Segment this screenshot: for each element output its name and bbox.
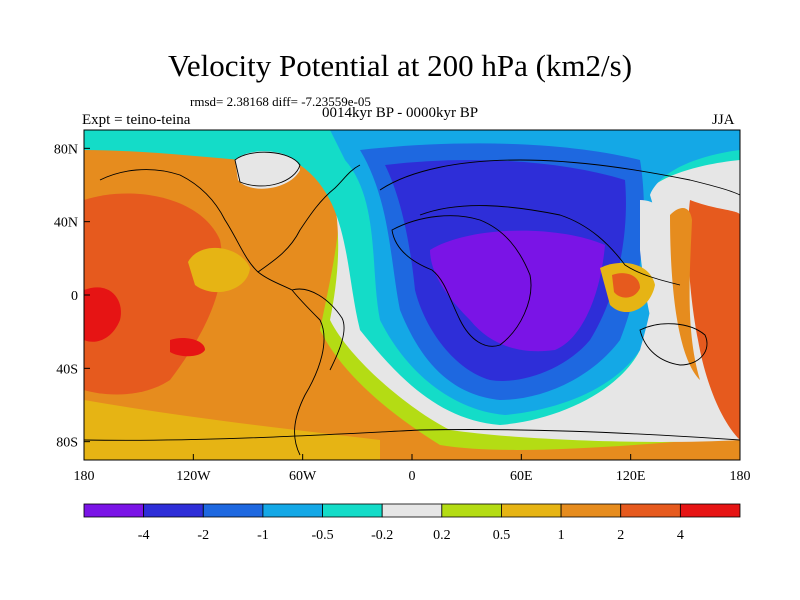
colorbar-label: -2 <box>197 528 209 543</box>
field-wpac-redorange <box>687 200 740 440</box>
colorbar-swatch <box>560 503 622 518</box>
coast-samerica-east <box>291 288 345 371</box>
colorbar-label: 2 <box>617 528 624 543</box>
field-greenland-white <box>235 151 300 189</box>
x-tick-label: 120E <box>616 469 646 484</box>
period-label: 0014kyr BP - 0000kyr BP <box>322 105 479 121</box>
coast-africa <box>391 215 532 347</box>
colorbar-swatch <box>679 503 741 518</box>
x-tick-label: 60E <box>510 469 533 484</box>
colorbar-swatch <box>83 503 145 518</box>
colorbar-label: -1 <box>257 528 269 543</box>
colorbar-label: 4 <box>677 528 684 543</box>
x-axis: 180 120W 60W 0 60E 120E 180 <box>74 454 751 484</box>
colorbar-swatch <box>202 503 264 518</box>
rmsd-label: rmsd= 2.38168 diff= -7.23559e-05 <box>190 94 371 109</box>
colorbar-label: 0.5 <box>493 528 511 543</box>
y-tick-label: 80N <box>54 142 78 157</box>
season-label: JJA <box>712 112 735 128</box>
coast-australia <box>639 323 708 366</box>
x-tick-label: 180 <box>730 469 751 484</box>
colorbar-swatch <box>441 503 502 518</box>
x-tick-label: 0 <box>409 469 416 484</box>
y-tick-label: 40S <box>56 362 78 377</box>
colorbar-swatch <box>620 503 681 518</box>
field-wpac-orange <box>670 208 700 380</box>
coast-eurasia-north <box>379 159 740 196</box>
y-axis: 80N 40N 0 40S 80S <box>54 142 90 451</box>
field-epac-red2 <box>170 338 205 357</box>
field-maritime-red <box>612 273 640 298</box>
colorbar-label: 0.2 <box>433 528 451 543</box>
colorbar-swatch <box>381 503 443 518</box>
chart-title: Velocity Potential at 200 hPa (km2/s) <box>167 48 633 83</box>
coast-greenland <box>234 151 301 187</box>
colorbar-swatch <box>501 503 562 518</box>
colorbar-label: 1 <box>558 528 565 543</box>
field-south-yellow <box>84 400 380 460</box>
experiment-label: Expt = teino-teina <box>82 112 191 128</box>
colorbar-swatch <box>143 503 204 518</box>
colorbar-label: -0.5 <box>311 528 333 543</box>
coast-eurasia-south <box>419 205 681 286</box>
colorbar-swatch <box>262 503 323 518</box>
coastlines <box>84 151 740 456</box>
x-tick-label: 120W <box>176 469 211 484</box>
field-epac-red <box>84 287 121 342</box>
y-tick-label: 40N <box>54 216 78 231</box>
colorbar-swatch <box>322 503 383 518</box>
field-purple <box>430 230 605 352</box>
y-tick-label: 80S <box>56 436 78 451</box>
coast-americas-west <box>99 169 325 456</box>
colorbar-label: -4 <box>138 528 150 543</box>
colorbar-label: -0.2 <box>371 528 393 543</box>
coast-antarctica <box>84 429 740 441</box>
x-tick-label: 180 <box>74 469 95 484</box>
field-layers <box>84 130 740 460</box>
colorbar: -4 -2 -1 -0.5 -0.2 0.2 0.5 1 2 4 <box>83 503 741 543</box>
y-tick-label: 0 <box>71 289 78 304</box>
x-tick-label: 60W <box>289 469 317 484</box>
field-camerica-yellow <box>188 247 250 293</box>
coast-namerica-east <box>257 164 361 273</box>
